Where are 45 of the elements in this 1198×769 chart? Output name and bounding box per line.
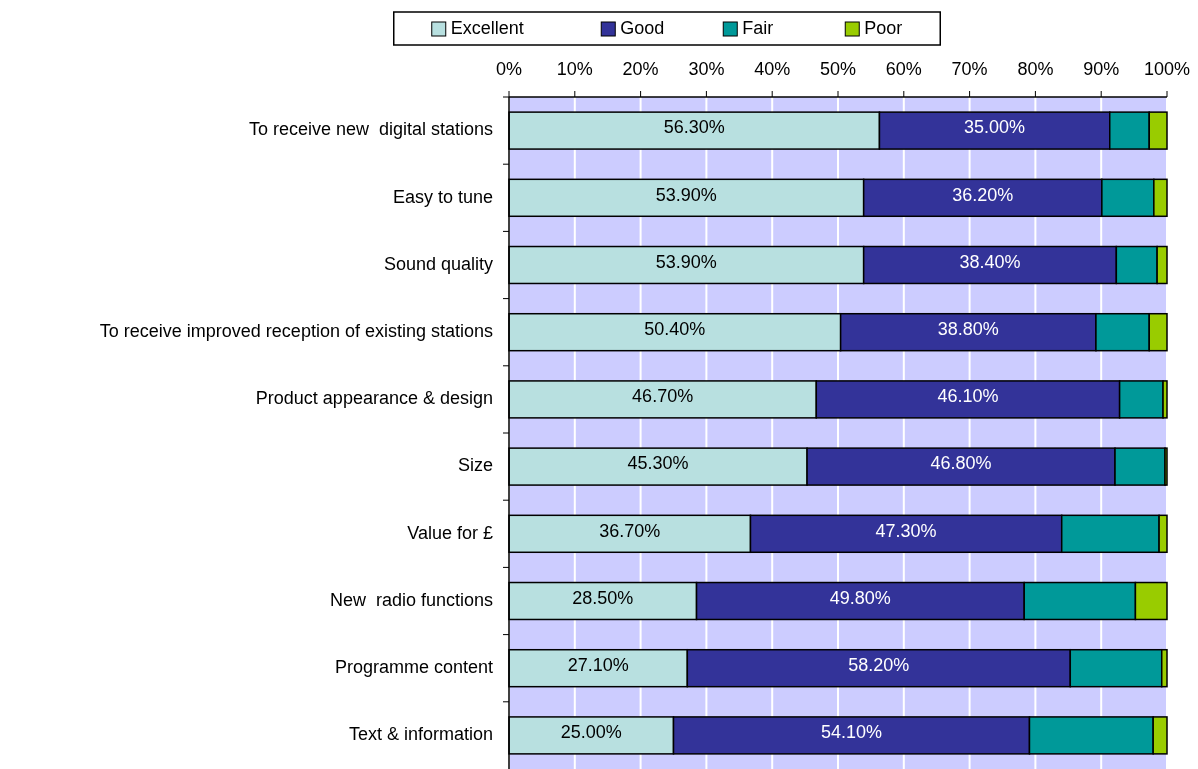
data-label: 36.70% <box>599 520 661 541</box>
data-label: 45.30% <box>627 453 689 474</box>
data-label: 53.90% <box>655 251 717 272</box>
data-label: 25.00% <box>560 722 622 743</box>
data-label: 36.20% <box>952 184 1014 205</box>
x-tick-label: 0% <box>495 59 523 79</box>
data-label: 54.10% <box>820 722 883 743</box>
y-tick-label: Programme content <box>334 656 493 677</box>
y-tick-label: Sound quality <box>383 253 493 274</box>
x-tick-label: 70% <box>951 59 988 79</box>
data-label: 35.00% <box>964 117 1026 138</box>
data-label: 46.10% <box>937 386 999 407</box>
legend-label: Good <box>620 17 665 38</box>
x-tick-label: 30% <box>688 59 725 79</box>
x-tick-label: 10% <box>556 59 593 79</box>
y-tick-label: Easy to tune <box>392 186 493 207</box>
legend-label: Fair <box>742 17 774 38</box>
legend-label: Excellent <box>450 17 524 38</box>
x-tick-label: 100% <box>1143 59 1191 79</box>
data-label: 28.50% <box>572 587 634 608</box>
data-label: 58.20% <box>848 654 910 675</box>
y-tick-label: New radio functions <box>329 589 493 610</box>
y-tick-label: Value for £ <box>407 522 493 543</box>
data-label: 27.10% <box>567 654 629 675</box>
data-label: 38.80% <box>937 318 999 339</box>
x-tick-label: 40% <box>754 59 791 79</box>
data-label: 50.40% <box>644 318 706 339</box>
x-tick-label: 60% <box>885 59 922 79</box>
data-label: 47.30% <box>875 520 937 541</box>
data-label: 56.30% <box>663 117 725 138</box>
y-tick-label: Text & information <box>348 724 493 745</box>
legend-label: Poor <box>864 17 903 38</box>
x-tick-label: 50% <box>819 59 857 79</box>
y-tick-label: Product appearance & design <box>255 388 493 409</box>
data-label: 49.80% <box>829 587 891 608</box>
y-tick-label: Size <box>457 455 493 476</box>
data-label: 46.70% <box>632 386 694 407</box>
y-tick-label: To receive new digital stations <box>248 119 493 140</box>
x-tick-label: 80% <box>1017 59 1054 79</box>
x-tick-label: 90% <box>1083 59 1120 79</box>
x-tick-label: 20% <box>622 59 659 79</box>
data-label: 46.80% <box>930 453 992 474</box>
data-label: 53.90% <box>655 184 717 205</box>
data-label: 38.40% <box>959 251 1021 272</box>
y-tick-label: To receive improved reception of existing stations <box>99 320 493 341</box>
